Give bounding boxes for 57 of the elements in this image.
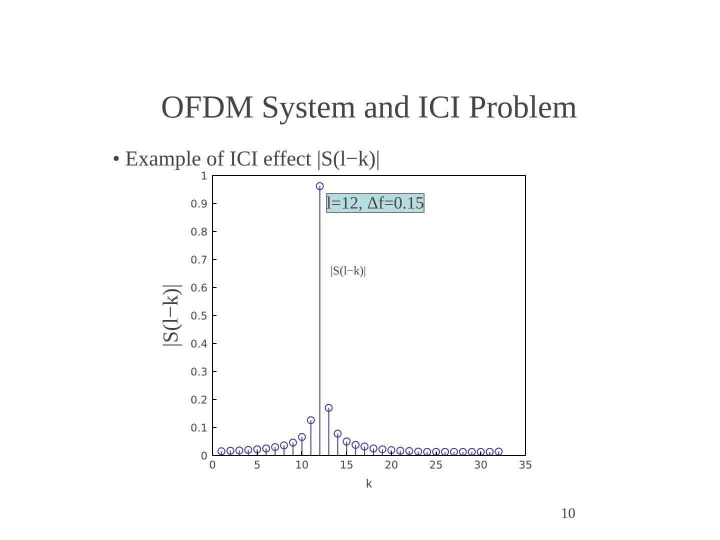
y-tick-label: 0.7 [190,254,208,266]
point [432,448,440,456]
x-tick-label: 30 [474,458,488,472]
y-tick-label: 0.2 [190,394,208,406]
point [450,448,458,456]
point [396,446,404,455]
point [352,440,360,449]
point [494,448,503,456]
x-tick-label: 5 [254,458,261,472]
x-tick-label: 20 [384,458,398,472]
y-tick-label: 0 [200,450,208,462]
point [468,448,476,456]
point [476,448,485,456]
chart-title: OFDM System and ICI Problem [161,88,578,124]
annotation: |S(l−k)| [330,264,366,278]
point [244,446,252,454]
x-tick-label: 35 [518,458,532,472]
y-tick-label: 0.5 [190,310,208,322]
point [458,448,467,456]
x-tick-label: 10 [295,458,309,472]
y-tick-label: 0.3 [190,366,208,378]
text: 10 [560,506,576,522]
x-tick-label: 0 [209,458,216,472]
point [360,442,369,451]
x-axis-title: k [366,476,373,490]
point [486,448,494,456]
point [253,445,262,454]
x-tick-label: 25 [429,458,443,472]
point [280,441,288,450]
point [271,443,280,452]
y-tick-label: 1 [200,170,208,182]
point [387,446,396,454]
y-tick-label: 0.9 [190,198,208,210]
point [423,448,432,456]
y-tick-label: 0.6 [190,282,208,294]
point [441,448,450,456]
point [288,438,297,447]
point [369,444,378,452]
point [334,430,342,438]
point [306,416,315,424]
chart-subtitle: • Example of ICI effect |S(l−k)| [112,146,380,170]
point [405,447,414,456]
point [378,445,386,454]
y-tick-label: 0.4 [190,338,208,350]
point [226,446,234,455]
y-tick-label: 0.8 [190,226,208,238]
y-tick-label: 0.1 [190,422,208,434]
x-tick-label: 15 [340,458,354,472]
point [414,448,422,456]
point [342,438,351,446]
point [324,404,333,412]
point [316,182,324,190]
point [298,433,306,442]
point [235,446,244,454]
point [262,444,270,452]
y-axis-title: |S(l−k)| [158,284,183,348]
point [217,447,226,456]
